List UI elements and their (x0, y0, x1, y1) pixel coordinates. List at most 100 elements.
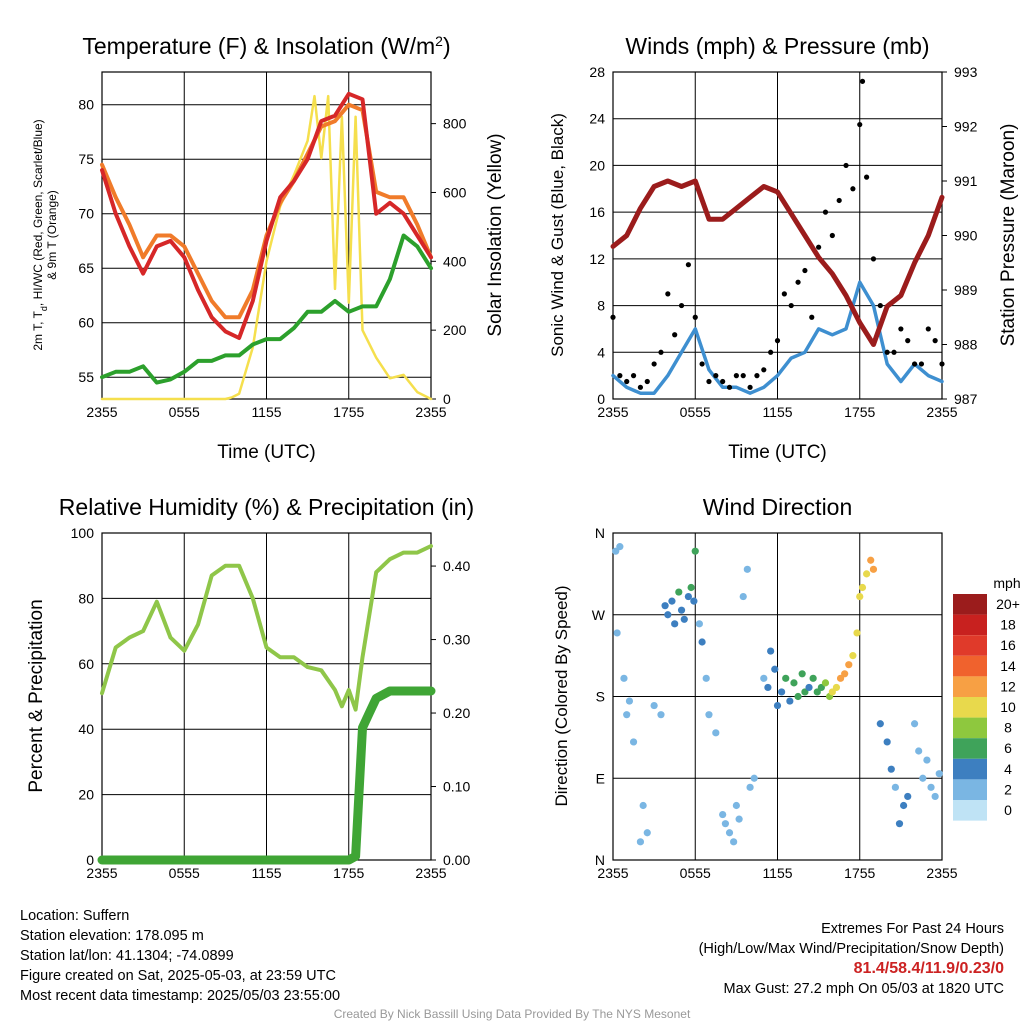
direction-point (732, 801, 740, 810)
y-tick-label: 55 (78, 369, 94, 385)
y2-tick-label: 400 (443, 253, 467, 269)
gust-point (624, 378, 630, 385)
gust-point (706, 378, 712, 385)
direction-point (858, 583, 867, 592)
precipitation-line (97, 686, 436, 865)
gust-point (859, 78, 866, 84)
gust-point (617, 373, 623, 379)
x-tick-label: 2355 (86, 865, 117, 881)
legend-swatch (953, 635, 987, 656)
direction-point (821, 679, 830, 687)
gust-point (836, 197, 842, 204)
extremes-subtitle: (High/Low/Max Wind/Precipitation/Snow De… (698, 941, 1004, 957)
gust-point (610, 314, 616, 320)
gust-point (905, 338, 911, 344)
direction-point (629, 738, 638, 746)
legend-label: 18 (1000, 617, 1016, 633)
legend-title: mph (993, 575, 1020, 591)
legend-swatch (953, 738, 987, 759)
panel-title: Temperature (F) & Insolation (W/m2) (82, 33, 450, 59)
x-tick-label: 1155 (251, 865, 281, 881)
gust-point (644, 378, 650, 385)
gust-point (925, 326, 931, 332)
y2-axis-label: Solar Insolation (Yellow) (485, 133, 506, 336)
panel-title: Winds (mph) & Pressure (mb) (625, 33, 929, 59)
gust-point (864, 174, 870, 180)
y2-tick-label: 991 (954, 173, 978, 189)
gust-point (795, 279, 801, 285)
direction-point (841, 670, 849, 678)
direction-point (773, 701, 782, 710)
station-info: Location: Suffern Station elevation: 178… (20, 906, 340, 1006)
speed-color-legend: mph 20+ 18 16 14 12 10 8 6 4 2 0 (953, 575, 1021, 821)
legend-label: 8 (1004, 720, 1012, 736)
y-tick-label: N (595, 852, 605, 868)
gust-point (918, 361, 925, 367)
y-tick-label: 12 (589, 251, 605, 267)
y-tick-label: 60 (78, 315, 94, 331)
direction-point (623, 711, 631, 719)
y-tick-label: 0 (86, 852, 94, 868)
direction-point (746, 783, 754, 791)
legend-label: 2 (1004, 781, 1012, 797)
legend-label: 16 (1000, 637, 1016, 653)
gust-point (891, 349, 897, 355)
y-tick-label: 100 (71, 525, 95, 541)
direction-point (725, 829, 734, 837)
gust-point (733, 373, 739, 379)
gust-point (754, 373, 760, 379)
x-axis-label: Time (UTC) (217, 442, 316, 463)
gust-point (692, 314, 698, 320)
legend-swatch (953, 614, 987, 636)
direction-point (935, 770, 943, 778)
legend-swatch (953, 655, 987, 677)
gust-point (720, 378, 726, 385)
gust-point (809, 314, 815, 320)
x-tick-label: 1155 (762, 404, 792, 420)
y2-tick-label: 990 (954, 228, 978, 244)
y2-tick-label: 0 (443, 391, 451, 407)
max-gust-text: Max Gust: 27.2 mph On 05/03 at 1820 UTC (723, 981, 1004, 997)
latlon-text: Station lat/lon: 41.1304; -74.0899 (20, 948, 234, 964)
legend-label: 10 (1000, 699, 1016, 715)
y2-axis-label: Station Pressure (Maroon) (998, 124, 1019, 347)
direction-point (750, 774, 758, 782)
x-tick-label: 2355 (86, 404, 117, 420)
y-tick-label: 24 (589, 111, 605, 127)
direction-point (895, 820, 904, 828)
direction-point (760, 674, 768, 682)
gust-point (911, 361, 918, 367)
y-tick-label: 80 (78, 590, 94, 606)
x-tick-label: 2355 (597, 865, 628, 881)
y-axis-label-line2: & 9m T (Orange) (45, 190, 59, 280)
gust-point (747, 384, 753, 390)
pressure-line (610, 178, 945, 347)
elevation-text: Station elevation: 178.095 m (20, 928, 204, 944)
legend-label: 14 (1000, 658, 1016, 674)
gust-point (672, 332, 678, 338)
legend-label: 12 (1000, 678, 1016, 694)
gust-point (870, 256, 877, 262)
y2-tick-label: 992 (954, 119, 978, 135)
y2-tick-label: 993 (954, 64, 978, 80)
y-axis-label: Percent & Precipitation (26, 599, 47, 792)
gust-point (713, 373, 719, 379)
y2-tick-label: 0.30 (443, 632, 470, 648)
direction-point (668, 597, 676, 605)
legend-swatch (953, 800, 987, 821)
plot-frame (612, 532, 943, 861)
y2-tick-label: 0.00 (443, 852, 470, 868)
y2-tick-label: 989 (954, 282, 978, 298)
recent-data-text: Most recent data timestamp: 2025/05/03 2… (20, 988, 341, 1004)
direction-point (764, 683, 772, 692)
direction-point (613, 629, 621, 637)
x-tick-label: 0555 (680, 404, 711, 420)
direction-point (809, 674, 817, 682)
direction-point (891, 783, 899, 791)
direction-point (657, 711, 665, 719)
y2-tick-label: 0.40 (443, 558, 470, 574)
y-tick-label: 8 (597, 298, 605, 314)
x-tick-label: 1755 (844, 404, 875, 420)
